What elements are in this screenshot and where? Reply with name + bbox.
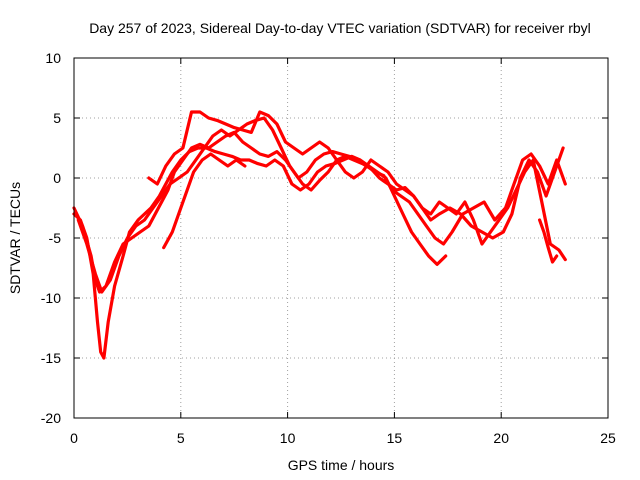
x-tick-label: 20 xyxy=(493,430,509,446)
y-tick-label: 5 xyxy=(53,110,61,126)
y-tick-label: -20 xyxy=(41,410,61,426)
series-track-e xyxy=(162,152,247,250)
tick-labels: 0 5 10 15 20 25 -20 -15 -10 -5 0 5 10 xyxy=(41,50,616,446)
x-tick-label: 5 xyxy=(177,430,185,446)
y-tick-label: -15 xyxy=(41,350,61,366)
y-tick-label: -5 xyxy=(49,230,62,246)
series-track-d xyxy=(147,110,567,262)
x-axis-label: GPS time / hours xyxy=(288,457,395,473)
y-tick-label: 10 xyxy=(45,50,61,66)
chart-title: Day 257 of 2023, Sidereal Day-to-day VTE… xyxy=(89,20,591,36)
y-tick-label: -10 xyxy=(41,290,61,306)
y-tick-label: 0 xyxy=(53,170,61,186)
x-tick-label: 10 xyxy=(280,430,296,446)
x-tick-label: 0 xyxy=(70,430,78,446)
plot-frame xyxy=(73,57,609,419)
data-series xyxy=(72,110,567,360)
x-tick-label: 15 xyxy=(387,430,403,446)
series-track-f xyxy=(537,218,559,264)
y-axis-label: SDTVAR / TECUs xyxy=(7,182,23,294)
x-tick-label: 25 xyxy=(600,430,616,446)
series-track-c xyxy=(76,116,567,294)
